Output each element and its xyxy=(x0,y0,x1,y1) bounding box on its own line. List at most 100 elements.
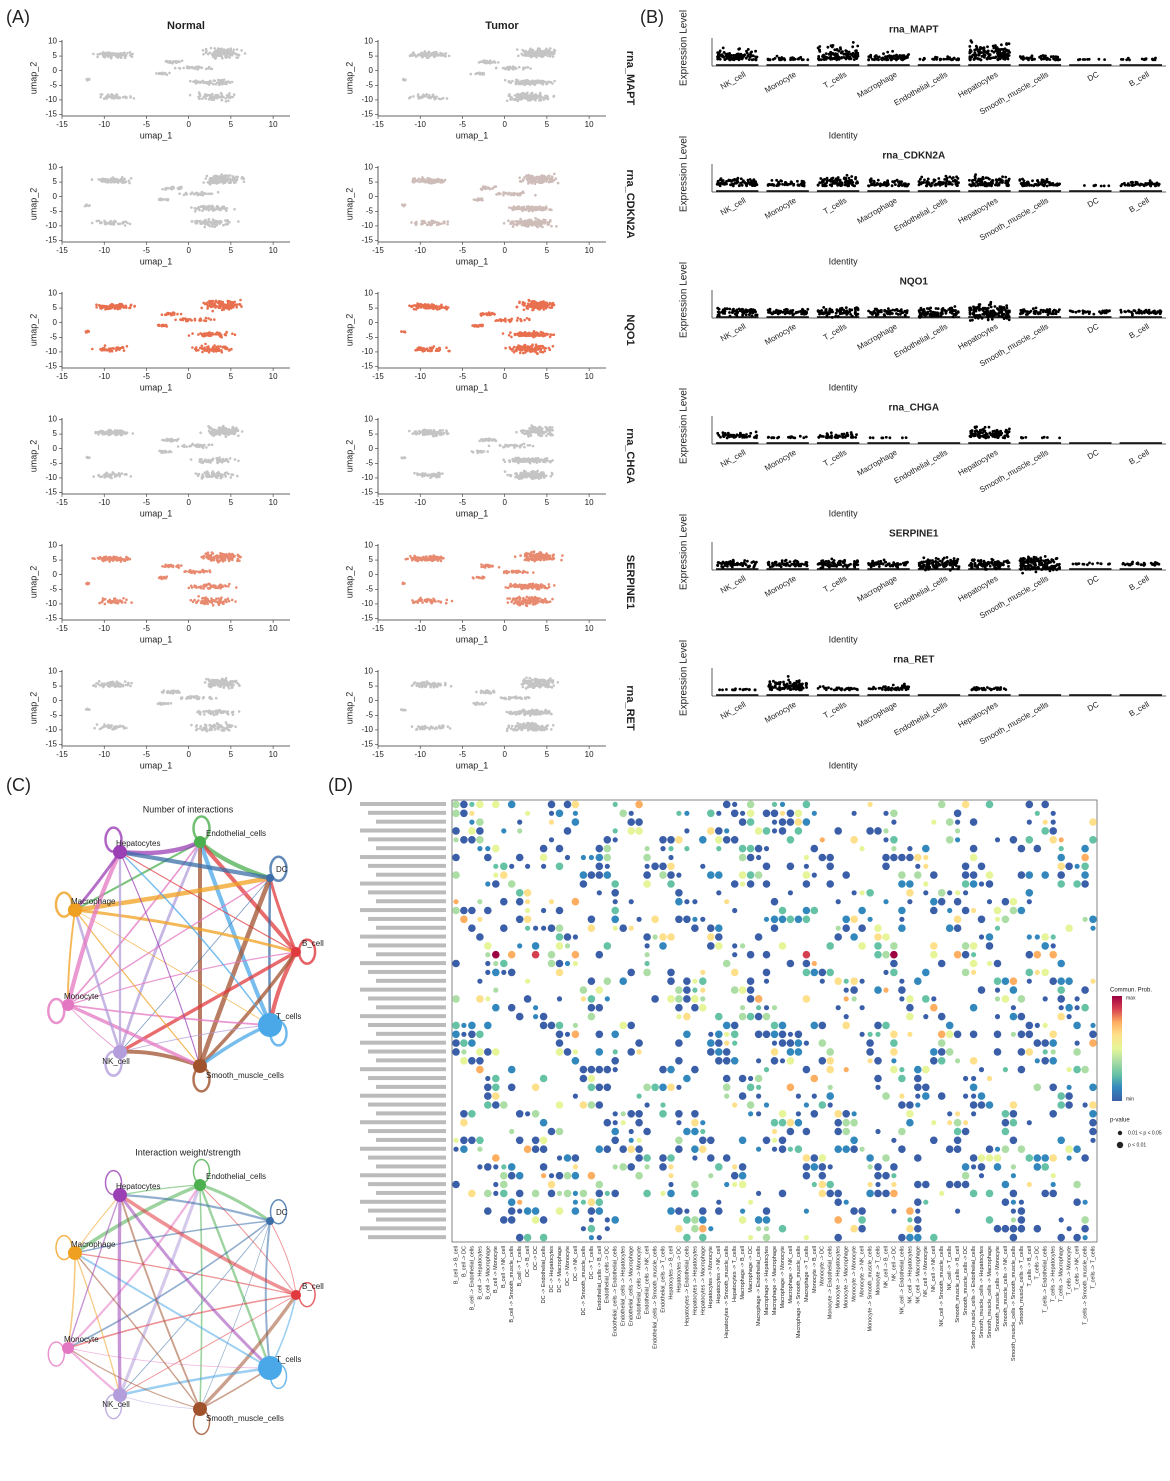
cell-point xyxy=(536,352,539,355)
cell-point xyxy=(508,334,511,337)
cell-point xyxy=(215,54,218,57)
x-tick-label: -5 xyxy=(143,624,151,633)
cell-point xyxy=(115,307,118,310)
x-tick-label: -15 xyxy=(372,372,384,381)
cell-point xyxy=(236,560,239,563)
cell-point xyxy=(502,332,505,335)
cell-point xyxy=(525,82,528,85)
cell-point xyxy=(168,61,171,64)
cell-point xyxy=(493,313,496,316)
cell-point xyxy=(515,349,518,352)
y-tick-label: 5 xyxy=(369,177,374,186)
cell-point xyxy=(522,352,525,355)
cell-point xyxy=(504,445,507,448)
cell-point xyxy=(522,68,525,71)
cell-point xyxy=(516,306,519,309)
cell-point xyxy=(493,60,496,63)
cell-point xyxy=(212,220,215,223)
cell-point xyxy=(88,582,91,585)
cell-point xyxy=(159,197,162,200)
cell-point xyxy=(235,427,238,430)
cell-point xyxy=(201,476,204,479)
cell-point xyxy=(236,176,239,179)
cell-point xyxy=(201,345,204,348)
x-tick-label: -15 xyxy=(372,246,384,255)
cell-point xyxy=(536,428,539,431)
cell-point xyxy=(494,320,497,323)
cell-point xyxy=(230,430,233,433)
cell-point xyxy=(202,181,205,184)
cell-point xyxy=(207,223,210,226)
cell-point xyxy=(222,179,225,182)
cell-point xyxy=(531,427,534,430)
cell-point xyxy=(107,558,110,561)
x-tick-label: -5 xyxy=(459,498,467,507)
cell-point xyxy=(175,60,178,63)
cell-point xyxy=(163,451,166,454)
x-tick-label: -5 xyxy=(143,372,151,381)
cell-point xyxy=(549,336,552,339)
cell-point xyxy=(551,426,554,429)
cell-point xyxy=(212,333,215,336)
cell-point xyxy=(189,94,192,97)
cell-point xyxy=(539,307,542,310)
cell-point xyxy=(224,305,227,308)
cell-point xyxy=(184,317,187,320)
cell-point xyxy=(542,82,545,85)
cell-point xyxy=(547,80,550,83)
cell-point xyxy=(191,586,194,589)
cell-point xyxy=(543,222,546,225)
cell-point xyxy=(546,221,549,224)
cell-point xyxy=(539,208,542,211)
cell-point xyxy=(226,81,229,84)
cell-point xyxy=(415,349,418,352)
cell-point xyxy=(534,349,537,352)
gene-label: NQO1 xyxy=(624,314,636,345)
cell-point xyxy=(531,309,534,312)
y-axis-title: umap_2 xyxy=(28,566,38,599)
cell-point xyxy=(218,48,221,51)
cell-point xyxy=(486,438,489,441)
cell-point xyxy=(101,600,104,603)
y-tick-label: 10 xyxy=(48,541,57,550)
cell-point xyxy=(205,48,208,51)
cell-point xyxy=(109,305,112,308)
x-axis-title: umap_1 xyxy=(140,634,173,644)
cell-point xyxy=(511,80,514,83)
cell-point xyxy=(541,178,544,181)
cell-point xyxy=(415,55,418,58)
cell-point xyxy=(544,219,547,222)
cell-point xyxy=(514,333,517,336)
cell-point xyxy=(199,94,202,97)
cell-point xyxy=(535,81,538,84)
cell-point xyxy=(551,472,554,475)
cell-point xyxy=(239,303,242,306)
cell-point xyxy=(205,51,208,54)
cell-point xyxy=(522,473,525,476)
cell-point xyxy=(185,446,188,449)
cell-point xyxy=(130,601,133,604)
cell-point xyxy=(105,475,108,478)
cell-point xyxy=(503,67,506,70)
cell-point xyxy=(550,434,553,437)
cell-point xyxy=(548,461,551,464)
cell-point xyxy=(522,178,525,181)
cell-point xyxy=(87,457,90,460)
y-tick-label: 0 xyxy=(369,318,374,327)
cell-point xyxy=(222,96,225,99)
cell-point xyxy=(551,306,554,309)
cell-point xyxy=(511,318,514,321)
cell-point xyxy=(198,209,201,212)
y-tick-label: 0 xyxy=(53,192,58,201)
cell-point xyxy=(197,475,200,478)
cell-point xyxy=(415,221,418,224)
y-tick-label: 10 xyxy=(48,415,57,424)
cell-point xyxy=(103,220,106,223)
cell-point xyxy=(229,174,232,177)
cell-point xyxy=(120,434,123,437)
cell-point xyxy=(416,306,419,309)
cell-point xyxy=(160,450,163,453)
cell-point xyxy=(217,587,220,590)
gene-label: rna_CDKN2A xyxy=(624,169,636,238)
cell-point xyxy=(546,54,549,57)
